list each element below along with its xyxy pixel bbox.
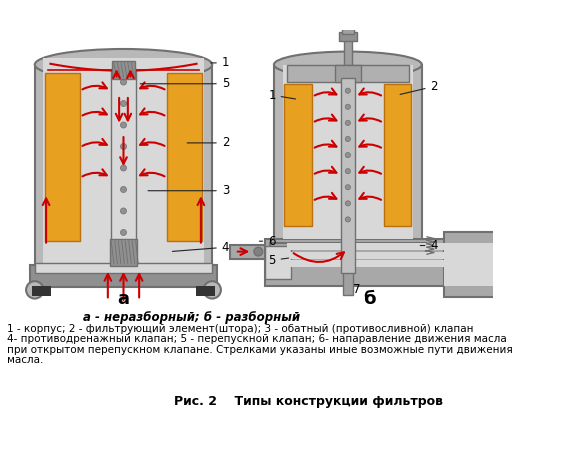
Bar xyxy=(335,65,361,82)
Text: 6: 6 xyxy=(259,234,276,248)
Bar xyxy=(287,251,496,259)
Bar xyxy=(443,232,500,297)
Circle shape xyxy=(345,153,350,158)
Circle shape xyxy=(345,185,350,190)
FancyArrowPatch shape xyxy=(82,109,107,115)
Bar xyxy=(196,285,215,296)
FancyArrowPatch shape xyxy=(82,82,107,89)
Text: 2: 2 xyxy=(187,136,229,149)
Bar xyxy=(383,84,411,225)
FancyArrowPatch shape xyxy=(140,109,164,115)
Circle shape xyxy=(120,165,126,171)
Bar xyxy=(287,65,409,82)
Bar xyxy=(282,65,413,239)
Text: 5: 5 xyxy=(140,77,229,90)
Text: 3: 3 xyxy=(148,184,229,197)
Circle shape xyxy=(345,136,350,142)
Bar xyxy=(44,58,204,263)
Bar xyxy=(35,65,212,272)
FancyArrowPatch shape xyxy=(140,82,164,89)
Bar xyxy=(35,263,212,273)
Bar xyxy=(342,269,353,295)
Text: 4: 4 xyxy=(420,239,438,252)
Circle shape xyxy=(120,100,126,107)
Bar xyxy=(230,245,265,259)
Bar xyxy=(109,240,137,266)
Bar xyxy=(342,28,354,34)
Circle shape xyxy=(254,247,263,256)
Text: 5: 5 xyxy=(268,254,289,267)
Bar xyxy=(287,260,496,267)
Text: масла.: масла. xyxy=(7,355,43,365)
FancyArrowPatch shape xyxy=(82,139,107,146)
FancyArrowPatch shape xyxy=(359,167,381,174)
Text: 7: 7 xyxy=(353,283,360,295)
Text: 2: 2 xyxy=(400,80,438,94)
Bar xyxy=(339,33,357,41)
FancyArrowPatch shape xyxy=(359,141,381,147)
Bar xyxy=(265,239,496,286)
Circle shape xyxy=(345,217,350,222)
Bar xyxy=(111,69,136,248)
FancyArrowPatch shape xyxy=(315,114,336,121)
FancyArrowPatch shape xyxy=(315,193,336,200)
Ellipse shape xyxy=(35,49,212,80)
Text: 1: 1 xyxy=(268,88,295,102)
FancyArrowPatch shape xyxy=(315,167,336,174)
Text: при открытом перепускном клапане. Стрелками указаны иные возможные пути движения: при открытом перепускном клапане. Стрелк… xyxy=(7,345,513,354)
Ellipse shape xyxy=(274,52,422,78)
Bar xyxy=(285,84,312,225)
FancyArrowPatch shape xyxy=(140,169,164,176)
Bar xyxy=(112,61,135,79)
Circle shape xyxy=(345,120,350,125)
FancyArrowPatch shape xyxy=(359,88,381,95)
Bar xyxy=(344,33,352,65)
Circle shape xyxy=(120,229,126,235)
Bar xyxy=(443,243,497,286)
Bar xyxy=(45,73,80,241)
Circle shape xyxy=(120,122,126,128)
Circle shape xyxy=(120,208,126,214)
Bar xyxy=(269,243,426,256)
Circle shape xyxy=(120,186,126,192)
Text: б: б xyxy=(363,290,376,308)
FancyArrowPatch shape xyxy=(294,252,344,262)
Ellipse shape xyxy=(26,281,44,299)
Text: Рис. 2    Типы конструкции фильтров: Рис. 2 Типы конструкции фильтров xyxy=(174,395,443,408)
Bar xyxy=(265,245,291,279)
Bar xyxy=(341,78,355,273)
Text: 4: 4 xyxy=(172,241,229,254)
Text: 1 - корпус; 2 - фильтрующий элемент(штора); 3 - обатный (противосливной) клапан: 1 - корпус; 2 - фильтрующий элемент(штор… xyxy=(7,324,473,334)
Text: 1: 1 xyxy=(210,56,229,70)
Text: 4- противодренажный клапан; 5 - перепускной клапан; 6- напаравление движения мас: 4- противодренажный клапан; 5 - перепуск… xyxy=(7,334,507,344)
FancyArrowPatch shape xyxy=(140,139,164,146)
Circle shape xyxy=(345,88,350,93)
Circle shape xyxy=(345,169,350,174)
Circle shape xyxy=(345,201,350,206)
FancyArrowPatch shape xyxy=(82,169,107,176)
Bar xyxy=(31,265,217,287)
Bar xyxy=(274,65,422,243)
FancyArrowPatch shape xyxy=(359,114,381,121)
Circle shape xyxy=(120,79,126,85)
FancyArrowPatch shape xyxy=(315,141,336,147)
Bar xyxy=(167,73,202,241)
Text: а: а xyxy=(117,290,129,308)
FancyArrowPatch shape xyxy=(359,193,381,200)
Bar xyxy=(287,243,496,250)
FancyArrowPatch shape xyxy=(315,88,336,95)
Bar xyxy=(32,285,51,296)
Text: а - неразборный; б - разборный: а - неразборный; б - разборный xyxy=(83,311,300,324)
Ellipse shape xyxy=(204,281,221,299)
Circle shape xyxy=(120,143,126,150)
Circle shape xyxy=(345,104,350,109)
